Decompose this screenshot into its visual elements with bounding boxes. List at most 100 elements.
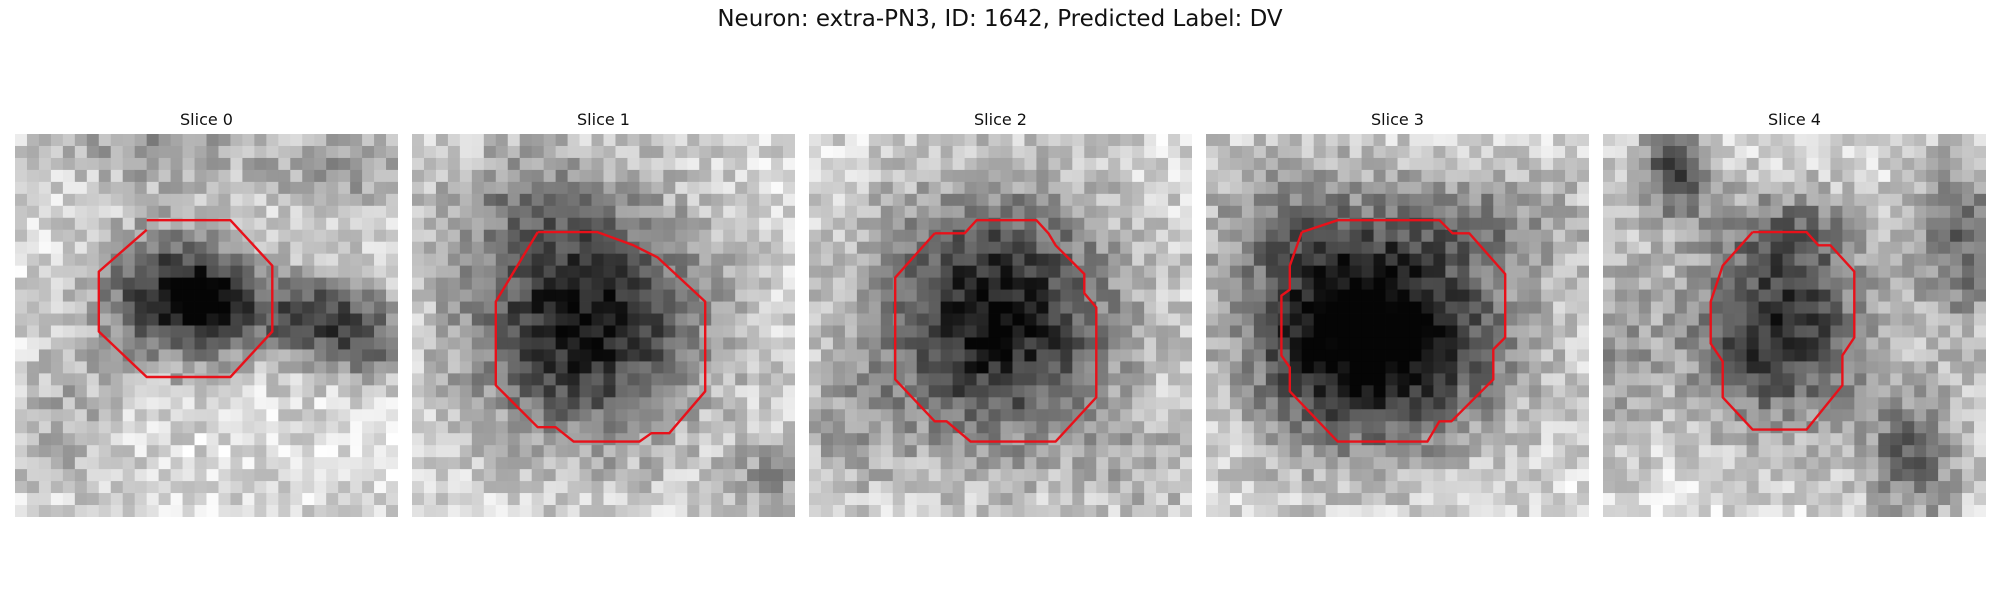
pixel [1818, 265, 1831, 279]
pixel [1469, 397, 1482, 410]
pixel [1830, 313, 1843, 326]
pixel [435, 193, 449, 207]
pixel [507, 193, 521, 207]
pixel [1361, 229, 1374, 243]
pixel [1674, 361, 1688, 374]
pixel [687, 493, 700, 506]
pixel [723, 157, 736, 171]
pixel [1505, 265, 1518, 279]
pixel [820, 385, 834, 398]
pixel [1950, 445, 1963, 458]
pixel [1553, 181, 1566, 195]
pixel [338, 433, 351, 446]
pixel [326, 301, 339, 314]
pixel [1517, 301, 1530, 314]
pixel [1493, 433, 1506, 446]
pixel [74, 361, 88, 374]
pixel [1229, 229, 1243, 243]
pixel [1229, 349, 1243, 362]
pixel [1373, 253, 1386, 267]
pixel [783, 181, 795, 195]
pixel [110, 409, 124, 422]
pixel [1445, 313, 1458, 326]
pixel [531, 265, 545, 279]
pixel [1120, 169, 1133, 183]
pixel [1854, 169, 1867, 183]
pixel [1024, 481, 1037, 494]
pixel [1349, 325, 1362, 338]
pixel [904, 229, 918, 243]
pixel [1614, 229, 1628, 243]
pixel [1650, 325, 1664, 338]
pixel [615, 433, 628, 446]
pixel [639, 157, 652, 171]
pixel [1313, 493, 1327, 506]
pixel [711, 445, 724, 458]
pixel [170, 433, 183, 446]
pixel [1698, 289, 1712, 302]
pixel [783, 325, 795, 338]
pixel [1902, 289, 1915, 302]
pixel [868, 505, 882, 517]
pixel [1349, 373, 1362, 386]
pixel [1421, 445, 1434, 458]
pixel [1469, 157, 1482, 171]
pixel [1662, 241, 1676, 255]
pixel [1072, 481, 1085, 494]
pixel [1493, 157, 1506, 171]
pixel [1662, 397, 1676, 410]
pixel [916, 505, 930, 517]
pixel [1770, 193, 1783, 207]
pixel [1253, 301, 1267, 314]
pixel [1770, 301, 1783, 314]
slice-title: Slice 2 [974, 110, 1027, 129]
pixel [1096, 325, 1109, 338]
pixel [1325, 205, 1339, 219]
pixel [15, 457, 28, 470]
pixel [1686, 157, 1700, 171]
pixel [1758, 397, 1771, 410]
pixel [1072, 205, 1085, 219]
pixel [412, 277, 425, 290]
pixel [170, 313, 183, 326]
pixel [254, 169, 267, 183]
pixel [639, 229, 652, 243]
pixel [1265, 229, 1279, 243]
pixel [1603, 145, 1616, 159]
pixel [435, 421, 449, 434]
pixel [362, 493, 375, 506]
pixel [218, 241, 231, 255]
pixel [651, 505, 664, 517]
pixel [1938, 409, 1951, 422]
pixel [1674, 229, 1688, 243]
pixel [1337, 229, 1351, 243]
pixel [543, 481, 557, 494]
pixel [1842, 397, 1855, 410]
pixel [1914, 157, 1927, 171]
pixel [1722, 145, 1736, 159]
pixel [266, 217, 279, 231]
pixel [976, 361, 989, 374]
pixel [447, 265, 461, 279]
pixel [1349, 469, 1362, 482]
pixel [278, 337, 291, 350]
pixel [1206, 253, 1219, 267]
pixel [1457, 241, 1470, 255]
pixel [988, 325, 1001, 338]
pixel [1337, 145, 1351, 159]
pixel [723, 385, 736, 398]
pixel [170, 157, 183, 171]
pixel [459, 385, 473, 398]
pixel [1385, 373, 1398, 386]
pixel [531, 253, 545, 267]
pixel [1313, 205, 1327, 219]
pixel [122, 325, 136, 338]
pixel [1229, 277, 1243, 290]
pixel [1517, 481, 1530, 494]
pixel [38, 373, 52, 386]
pixel [1541, 169, 1554, 183]
pixel [1529, 217, 1542, 231]
pixel [699, 445, 712, 458]
pixel [326, 217, 339, 231]
pixel [1710, 181, 1724, 195]
